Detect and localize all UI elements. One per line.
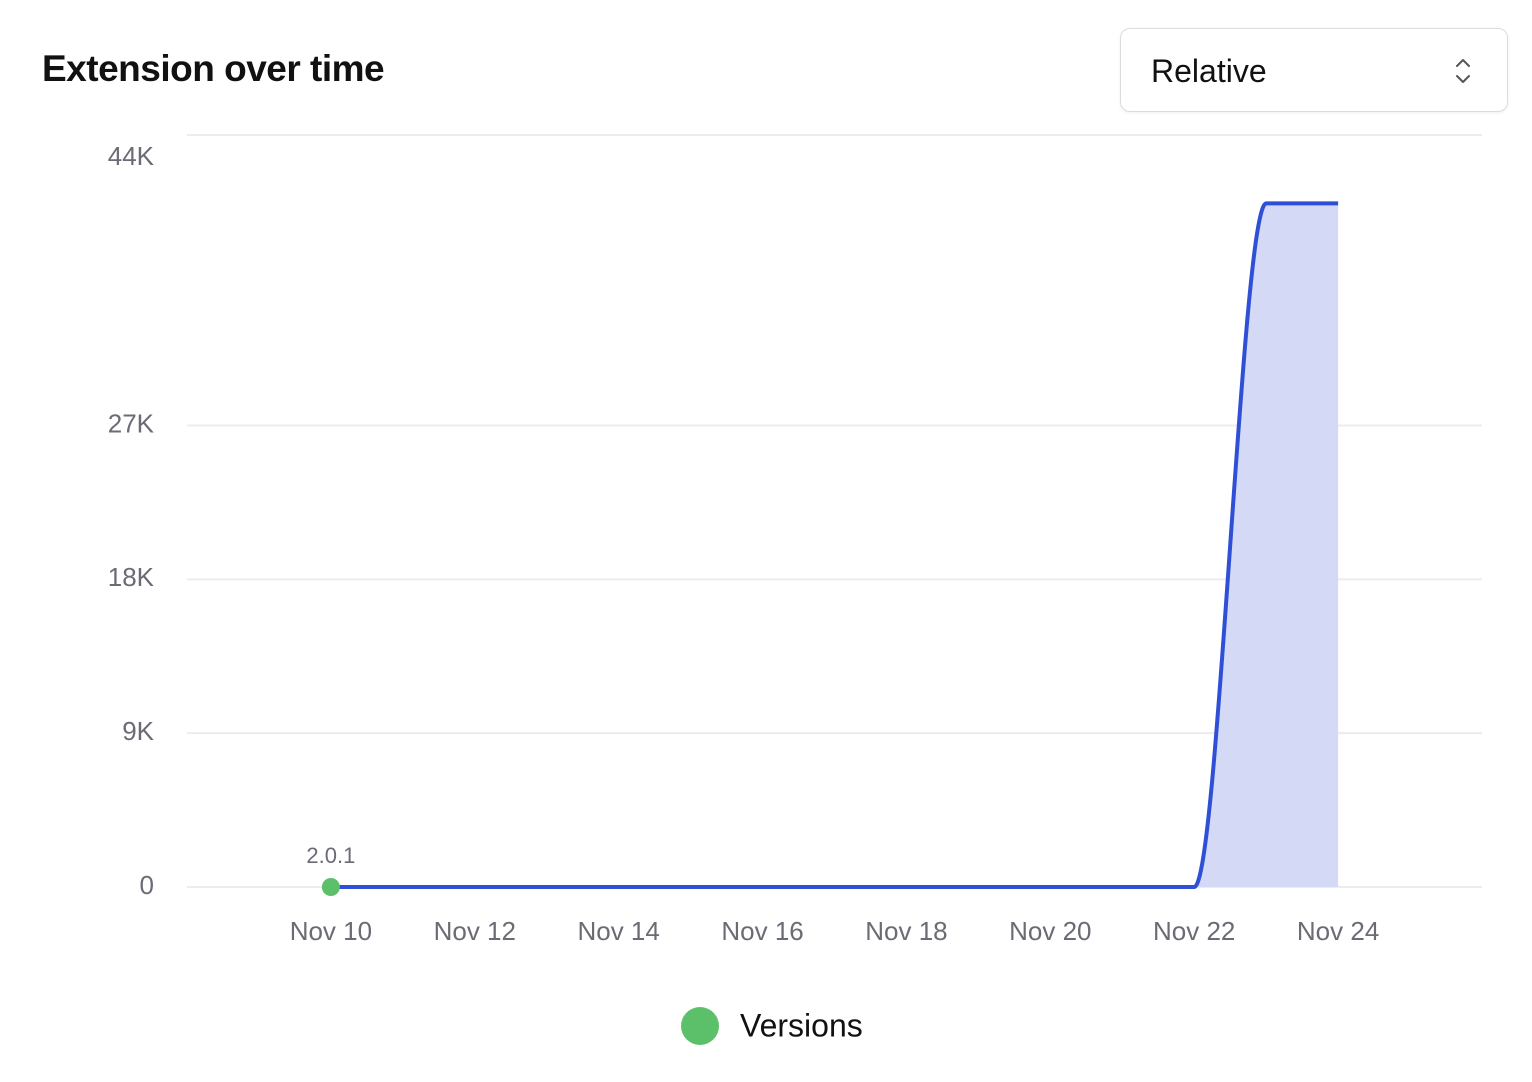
select-arrows xyxy=(1456,59,1470,83)
x-tick-label: Nov 20 xyxy=(1009,916,1091,946)
version-marker xyxy=(321,878,340,896)
x-tick-label: Nov 12 xyxy=(434,916,516,946)
x-tick-label: Nov 22 xyxy=(1153,916,1235,946)
version-label: 2.0.1 xyxy=(306,843,355,868)
y-tick-label: 27K xyxy=(108,408,155,438)
legend-swatch xyxy=(681,1007,719,1045)
mode-select[interactable]: Relative xyxy=(1120,28,1508,112)
x-tick-label: Nov 10 xyxy=(290,916,372,946)
select-value: Relative xyxy=(1151,53,1267,89)
chart-title: Extension over time xyxy=(42,48,385,89)
x-tick-label: Nov 16 xyxy=(721,916,803,946)
legend-label: Versions xyxy=(740,1007,863,1043)
y-tick-label: 44K xyxy=(108,141,155,171)
y-tick-label: 9K xyxy=(122,716,154,746)
x-tick-label: Nov 24 xyxy=(1297,916,1379,946)
line xyxy=(330,201,1339,890)
y-tick-label: 0 xyxy=(140,870,154,900)
area-fill xyxy=(330,203,1339,887)
x-tick-label: Nov 14 xyxy=(577,916,659,946)
y-tick-label: 18K xyxy=(108,562,155,592)
x-tick-label: Nov 18 xyxy=(865,916,947,946)
